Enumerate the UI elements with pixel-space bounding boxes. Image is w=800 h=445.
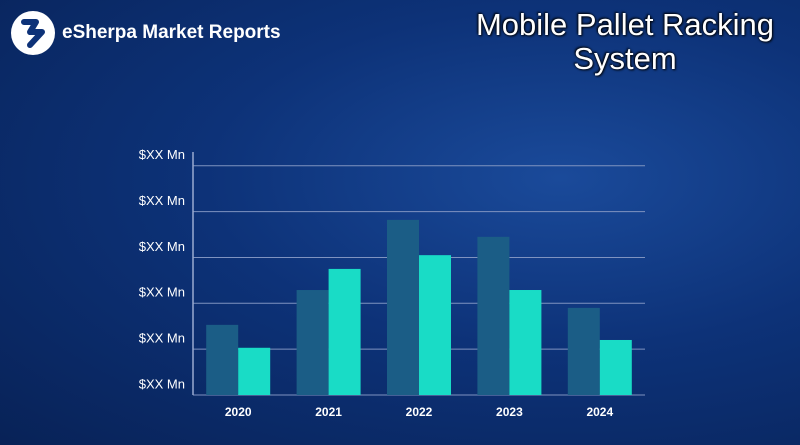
bar xyxy=(567,307,600,395)
y-tick-label: $XX Mn xyxy=(139,376,185,391)
chart-title: Mobile Pallet Racking System xyxy=(475,7,775,76)
brand-name: eSherpa Market Reports xyxy=(62,22,281,43)
x-tick-label: 2020 xyxy=(225,405,252,419)
bar xyxy=(206,324,239,395)
y-tick-label: $XX Mn xyxy=(139,147,185,162)
bar xyxy=(238,347,271,395)
x-tick-label: 2024 xyxy=(586,405,613,419)
x-tick-label: 2021 xyxy=(315,405,342,419)
y-tick-label: $XX Mn xyxy=(139,239,185,254)
bar xyxy=(477,236,510,395)
x-tick-label: 2022 xyxy=(406,405,433,419)
bar xyxy=(387,219,419,395)
bar xyxy=(328,268,361,395)
bar xyxy=(419,255,451,395)
bar xyxy=(599,339,632,395)
y-tick-label: $XX Mn xyxy=(139,193,185,208)
bar xyxy=(509,290,542,395)
y-tick-label: $XX Mn xyxy=(139,285,185,300)
bar xyxy=(296,290,329,395)
logo-icon xyxy=(11,11,55,55)
y-tick-label: $XX Mn xyxy=(139,331,185,346)
x-tick-label: 2023 xyxy=(496,405,523,419)
